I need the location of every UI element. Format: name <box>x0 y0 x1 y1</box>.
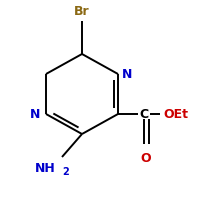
Text: Br: Br <box>74 5 89 18</box>
Text: OEt: OEt <box>162 108 187 121</box>
Text: NH: NH <box>35 161 56 174</box>
Text: C: C <box>139 108 148 121</box>
Text: N: N <box>29 108 40 121</box>
Text: N: N <box>121 68 132 81</box>
Text: 2: 2 <box>62 166 68 176</box>
Text: O: O <box>140 151 150 164</box>
